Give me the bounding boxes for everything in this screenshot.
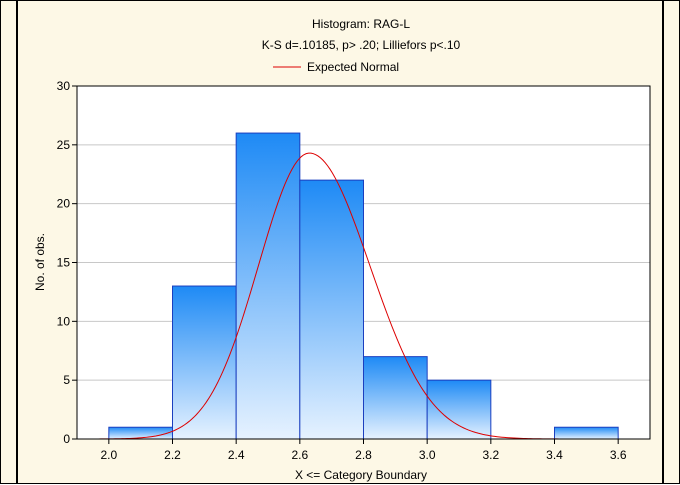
histogram-bar <box>363 356 428 440</box>
x-tick-label: 3.0 <box>419 448 436 462</box>
histogram-bar <box>554 426 619 440</box>
y-tick-label: 15 <box>57 256 71 270</box>
histogram-bar <box>299 179 365 440</box>
y-axis-label: No. of obs. <box>33 233 47 291</box>
x-tick-label: 2.6 <box>291 448 308 462</box>
y-tick-label: 0 <box>63 432 70 446</box>
chart-title: Histogram: RAG-L <box>312 17 410 31</box>
y-tick-label: 20 <box>57 197 71 211</box>
histogram-bar <box>108 426 174 440</box>
y-tick-label: 10 <box>57 314 71 328</box>
y-tick-label: 25 <box>57 138 71 152</box>
x-tick-label: 2.0 <box>100 448 117 462</box>
y-tick-label: 30 <box>57 79 71 93</box>
x-tick-label: 2.8 <box>355 448 372 462</box>
histogram-bar <box>235 132 301 440</box>
y-axis-ticks: 0 5 10 15 20 25 30 <box>57 79 77 446</box>
x-tick-label: 3.4 <box>546 448 563 462</box>
histogram-bar <box>426 379 492 440</box>
chart-subtitle: K-S d=.10185, p> .20; Lilliefors p<.10 <box>262 38 461 52</box>
x-tick-label: 3.2 <box>482 448 499 462</box>
legend: Expected Normal <box>273 60 399 74</box>
x-tick-label: 3.6 <box>610 448 627 462</box>
x-axis-ticks: 2.0 2.2 2.4 2.6 2.8 3.0 3.2 3.4 3.6 <box>100 439 627 462</box>
histogram-bar <box>172 285 237 440</box>
y-tick-label: 5 <box>63 373 70 387</box>
x-tick-label: 2.2 <box>164 448 181 462</box>
legend-label: Expected Normal <box>307 60 399 74</box>
x-tick-label: 2.4 <box>228 448 245 462</box>
x-axis-label: X <= Category Boundary <box>295 468 427 482</box>
bars <box>108 132 619 440</box>
